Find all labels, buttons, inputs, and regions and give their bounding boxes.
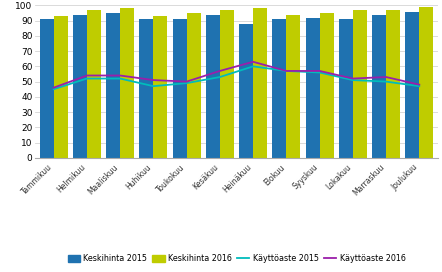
Bar [253,8,267,158]
Bar [419,7,433,158]
Bar [339,19,353,158]
Bar [239,24,253,158]
Bar [372,15,386,158]
Bar [73,15,87,158]
Bar [40,19,53,158]
Bar [153,16,168,158]
Bar [173,19,187,158]
Bar [139,19,153,158]
Bar [386,10,400,158]
Bar [272,19,286,158]
Bar [106,13,120,158]
Bar [353,10,367,158]
Bar [206,15,220,158]
Bar [305,18,320,158]
Bar [120,8,134,158]
Bar [53,16,68,158]
Bar [286,15,300,158]
Bar [320,13,334,158]
Bar [187,13,201,158]
Bar [87,10,101,158]
Bar [220,10,234,158]
Bar [405,11,419,158]
Legend: Keskihinta 2015, Keskihinta 2016, Käyttöaste 2015, Käyttöaste 2016: Keskihinta 2015, Keskihinta 2016, Käyttö… [68,254,405,263]
